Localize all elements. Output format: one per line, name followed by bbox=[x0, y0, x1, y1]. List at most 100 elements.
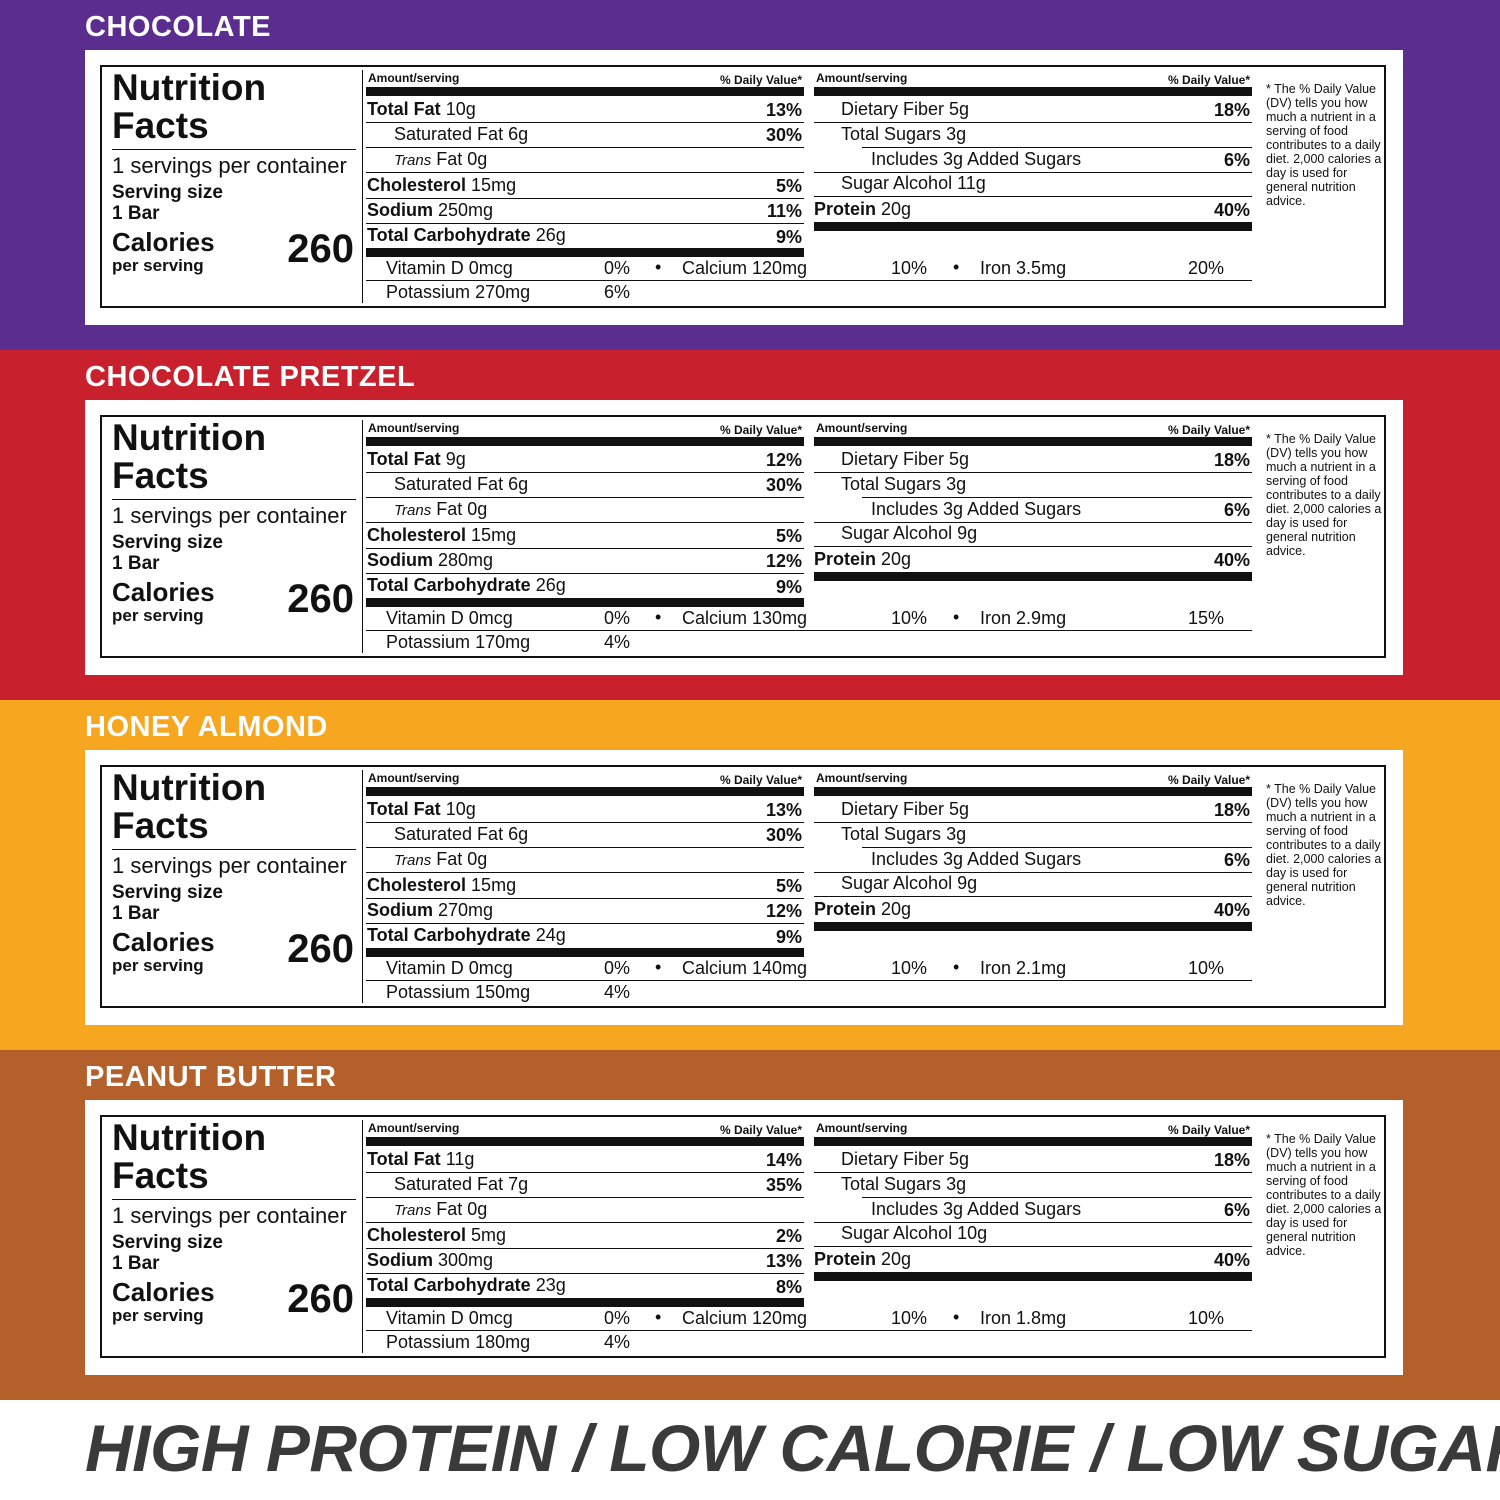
iron-label: Iron 2.1mg bbox=[980, 958, 1067, 978]
protein-row: Protein 20g bbox=[814, 899, 912, 919]
potassium-label: Potassium 180mg bbox=[386, 1332, 531, 1352]
amount-serving-header-right: Amount/serving bbox=[816, 71, 908, 85]
total-fat-row: Total Fat 9g bbox=[367, 449, 466, 469]
nutrition-facts-label: Nutrition Facts 1 servings per container… bbox=[100, 415, 1386, 658]
added-sugars-row: Includes 3g Added Sugars bbox=[871, 499, 1082, 519]
iron-label: Iron 2.9mg bbox=[980, 608, 1067, 628]
flavor-title: CHOCOLATE bbox=[85, 11, 272, 43]
vitamin-d-label: Vitamin D 0mcg bbox=[386, 1308, 513, 1328]
bullet: • bbox=[953, 1307, 960, 1327]
total-fat-dv: 13% bbox=[765, 100, 802, 120]
cholesterol-row: Cholesterol 5mg bbox=[367, 1225, 507, 1245]
facts-word: Facts bbox=[112, 1155, 209, 1196]
amount-serving-header: Amount/serving bbox=[368, 71, 460, 85]
vitamin-d-dv: 0% bbox=[603, 1308, 630, 1328]
nutrition-word: Nutrition bbox=[112, 1117, 267, 1158]
calcium-dv: 10% bbox=[890, 958, 927, 978]
total-fat-row: Total Fat 11g bbox=[367, 1149, 475, 1169]
protein-dv: 40% bbox=[1213, 1250, 1250, 1270]
dietary-fiber-dv: 18% bbox=[1213, 450, 1250, 470]
total-carbohydrate-dv: 9% bbox=[775, 227, 802, 247]
bullet: • bbox=[953, 257, 960, 277]
nutrition-facts-label: Nutrition Facts 1 servings per container… bbox=[100, 765, 1386, 1008]
serving-size-label: Serving size bbox=[112, 182, 223, 203]
cholesterol-dv: 5% bbox=[775, 176, 802, 196]
amount-serving-header: Amount/serving bbox=[368, 421, 460, 435]
protein-dv: 40% bbox=[1213, 900, 1250, 920]
serving-size-value: 1 Bar bbox=[112, 553, 160, 574]
cholesterol-row: Cholesterol 15mg bbox=[367, 875, 517, 895]
flavor-title: HONEY ALMOND bbox=[85, 711, 328, 743]
daily-value-header: % Daily Value* bbox=[719, 1123, 802, 1137]
dietary-fiber-row: Dietary Fiber 5g bbox=[841, 1149, 970, 1169]
added-sugars-dv: 6% bbox=[1223, 150, 1250, 170]
servings-per-container: 1 servings per container bbox=[112, 153, 347, 178]
nutrition-facts-label: Nutrition Facts 1 servings per container… bbox=[100, 65, 1386, 308]
servings-per-container: 1 servings per container bbox=[112, 853, 347, 878]
sodium-dv: 12% bbox=[765, 551, 802, 571]
iron-dv: 10% bbox=[1187, 958, 1224, 978]
amount-serving-header-right: Amount/serving bbox=[816, 1121, 908, 1135]
amount-serving-header-right: Amount/serving bbox=[816, 771, 908, 785]
calcium-label: Calcium 140mg bbox=[682, 958, 808, 978]
saturated-fat-dv: 30% bbox=[765, 475, 802, 495]
total-sugars-row: Total Sugars 3g bbox=[841, 1174, 967, 1194]
bullet: • bbox=[655, 607, 662, 627]
dietary-fiber-dv: 18% bbox=[1213, 800, 1250, 820]
per-serving-label: per serving bbox=[112, 606, 204, 625]
total-carbohydrate-row: Total Carbohydrate 23g bbox=[367, 1275, 566, 1295]
sodium-dv: 13% bbox=[765, 1251, 802, 1271]
added-sugars-row: Includes 3g Added Sugars bbox=[871, 149, 1082, 169]
calories-value: 260 bbox=[287, 227, 354, 271]
total-carbohydrate-row: Total Carbohydrate 24g bbox=[367, 925, 566, 945]
flavor-section: PEANUT BUTTER Nutrition Facts 1 servings… bbox=[0, 1050, 1500, 1400]
daily-value-header: % Daily Value* bbox=[719, 73, 802, 87]
sugar-alcohol-row: Sugar Alcohol 10g bbox=[841, 1223, 988, 1243]
servings-per-container: 1 servings per container bbox=[112, 1203, 347, 1228]
saturated-fat-row: Saturated Fat 6g bbox=[394, 124, 529, 144]
per-serving-label: per serving bbox=[112, 1306, 204, 1325]
nutrition-word: Nutrition bbox=[112, 67, 267, 108]
cholesterol-row: Cholesterol 15mg bbox=[367, 175, 517, 195]
sodium-dv: 12% bbox=[765, 901, 802, 921]
potassium-label: Potassium 270mg bbox=[386, 282, 531, 302]
trans-fat-row: Trans Fat 0g bbox=[394, 149, 488, 169]
saturated-fat-dv: 30% bbox=[765, 125, 802, 145]
sugar-alcohol-row: Sugar Alcohol 9g bbox=[841, 873, 978, 893]
total-fat-row: Total Fat 10g bbox=[367, 799, 476, 819]
dietary-fiber-row: Dietary Fiber 5g bbox=[841, 799, 970, 819]
potassium-dv: 6% bbox=[603, 282, 630, 302]
amount-serving-header: Amount/serving bbox=[368, 1121, 460, 1135]
calcium-dv: 10% bbox=[890, 1308, 927, 1328]
facts-word: Facts bbox=[112, 105, 209, 146]
total-carbohydrate-dv: 9% bbox=[775, 927, 802, 947]
protein-row: Protein 20g bbox=[814, 1249, 912, 1269]
serving-size-value: 1 Bar bbox=[112, 203, 160, 224]
servings-per-container: 1 servings per container bbox=[112, 503, 347, 528]
calories-label: Calories bbox=[112, 227, 215, 257]
potassium-dv: 4% bbox=[603, 1332, 630, 1352]
nutrition-panel: Nutrition Facts 1 servings per container… bbox=[85, 50, 1403, 325]
facts-word: Facts bbox=[112, 455, 209, 496]
nutrition-facts-title: Nutrition Facts bbox=[112, 69, 266, 145]
bullet: • bbox=[655, 1307, 662, 1327]
iron-label: Iron 1.8mg bbox=[980, 1308, 1067, 1328]
nutrition-facts-title: Nutrition Facts bbox=[112, 1119, 266, 1195]
flavor-title: PEANUT BUTTER bbox=[85, 1061, 337, 1093]
trans-fat-row: Trans Fat 0g bbox=[394, 849, 488, 869]
dietary-fiber-row: Dietary Fiber 5g bbox=[841, 99, 970, 119]
added-sugars-row: Includes 3g Added Sugars bbox=[871, 849, 1082, 869]
vitamin-d-label: Vitamin D 0mcg bbox=[386, 958, 513, 978]
trans-fat-row: Trans Fat 0g bbox=[394, 1199, 488, 1219]
trans-fat-row: Trans Fat 0g bbox=[394, 499, 488, 519]
cholesterol-dv: 5% bbox=[775, 526, 802, 546]
nutrition-facts-label: Nutrition Facts 1 servings per container… bbox=[100, 1115, 1386, 1358]
bullet: • bbox=[655, 257, 662, 277]
total-fat-dv: 12% bbox=[765, 450, 802, 470]
flavor-title: CHOCOLATE PRETZEL bbox=[85, 361, 416, 393]
iron-dv: 15% bbox=[1187, 608, 1224, 628]
saturated-fat-row: Saturated Fat 7g bbox=[394, 1174, 529, 1194]
added-sugars-dv: 6% bbox=[1223, 500, 1250, 520]
added-sugars-dv: 6% bbox=[1223, 1200, 1250, 1220]
flavor-section: HONEY ALMOND Nutrition Facts 1 servings … bbox=[0, 700, 1500, 1050]
